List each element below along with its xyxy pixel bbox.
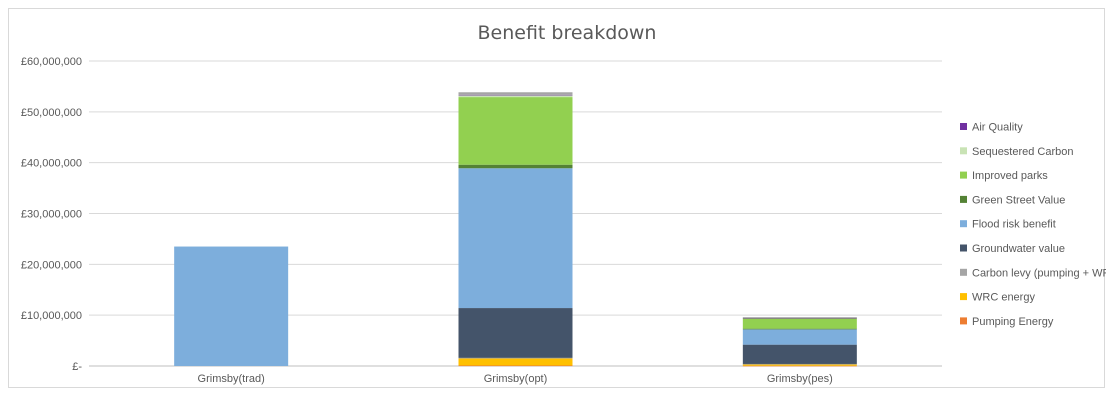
chart-title: Benefit breakdown [478, 22, 657, 44]
bar-grimsby-pes-series-9 [742, 317, 857, 318]
bar-grimsby-opt-sequestered-carbon [458, 95, 573, 98]
legend-label-pumping-energy: Pumping Energy [972, 316, 1054, 328]
y-tick-label-2: £20,000,000 [21, 259, 82, 271]
legend-label-sequestered-carbon: Sequestered Carbon [972, 146, 1074, 158]
legend: Air Quality Sequestered Carbon Improved pa… [960, 122, 1106, 328]
bar-grimsby-opt-improved-parks [458, 97, 573, 165]
bar-grimsby-opt-flood-risk-benefit [458, 168, 573, 309]
x-tick-label-grimsby-trad: Grimsby(trad) [198, 373, 265, 385]
bar-stacks [174, 92, 857, 367]
bar-grimsby-opt-carbon-levy-pumping-wrc [458, 357, 573, 359]
legend-label-green-street-value: Green Street Value [972, 194, 1065, 206]
y-tick-label-3: £30,000,000 [21, 209, 82, 221]
legend-swatch-sequestered-carbon [960, 147, 967, 155]
y-axis-ticks: £- £10,000,000 £20,000,000 £30,000,000 £40,0… [21, 56, 83, 373]
legend-swatch-green-street-value [960, 195, 967, 203]
bar-grimsby-trad-flood-risk-benefit [174, 246, 289, 366]
legend-swatch-flood-risk-benefit [960, 220, 967, 228]
bar-grimsby-pes-carbon-levy-pumping-wrc [742, 363, 857, 365]
x-tick-label-grimsby-pes: Grimsby(pes) [767, 373, 833, 385]
legend-label-improved-parks: Improved parks [972, 170, 1048, 182]
y-tick-label-1: £10,000,000 [21, 310, 82, 322]
bar-grimsby-pes-wrc-energy [742, 364, 857, 366]
bar-grimsby-opt-green-street-value [458, 164, 573, 169]
y-tick-label-6: £60,000,000 [21, 56, 82, 68]
legend-swatch-air-quality [960, 123, 967, 130]
legend-label-groundwater-value: Groundwater value [972, 243, 1065, 255]
bar-grimsby-opt-series-9 [458, 92, 573, 95]
legend-swatch-improved-parks [960, 171, 967, 179]
bar-grimsby-pes-pumping-energy [742, 365, 857, 367]
chart-frame: Benefit breakdown £- £10,000,000 £20,000,0… [8, 8, 1106, 388]
bar-grimsby-pes-improved-parks [742, 318, 857, 329]
legend-label-wrc-energy: WRC energy [972, 292, 1035, 304]
y-tick-label-5: £50,000,000 [21, 107, 82, 119]
bar-grimsby-opt-pumping-energy [458, 365, 573, 367]
bar-grimsby-opt-air-quality [458, 94, 573, 96]
legend-label-flood-risk-benefit: Flood risk benefit [972, 219, 1056, 231]
x-axis-categories: Grimsby(trad) Grimsby(opt) Grimsby(pes) [198, 373, 833, 385]
legend-swatch-groundwater-value [960, 244, 967, 252]
legend-label-carbon-levy-pumping-wrc: Carbon levy (pumping + WRC) [972, 267, 1106, 279]
bar-grimsby-pes-air-quality [742, 317, 857, 319]
bar-grimsby-pes-green-street-value [742, 328, 857, 330]
legend-swatch-wrc-energy [960, 293, 967, 301]
bar-grimsby-opt-groundwater-value [458, 308, 573, 358]
bar-grimsby-pes-flood-risk-benefit [742, 329, 857, 345]
y-tick-label-4: £40,000,000 [21, 158, 82, 170]
x-tick-label-grimsby-opt: Grimsby(opt) [484, 373, 548, 385]
legend-swatch-pumping-energy [960, 317, 967, 325]
benefit-breakdown-chart: Benefit breakdown £- £10,000,000 £20,000,0… [21, 22, 1106, 385]
legend-label-air-quality: Air Quality [972, 122, 1023, 134]
bar-grimsby-pes-groundwater-value [742, 344, 857, 364]
y-tick-label-0: £- [72, 361, 82, 373]
legend-swatch-carbon-levy-pumping-wrc [960, 268, 967, 276]
bar-grimsby-opt-wrc-energy [458, 358, 573, 366]
